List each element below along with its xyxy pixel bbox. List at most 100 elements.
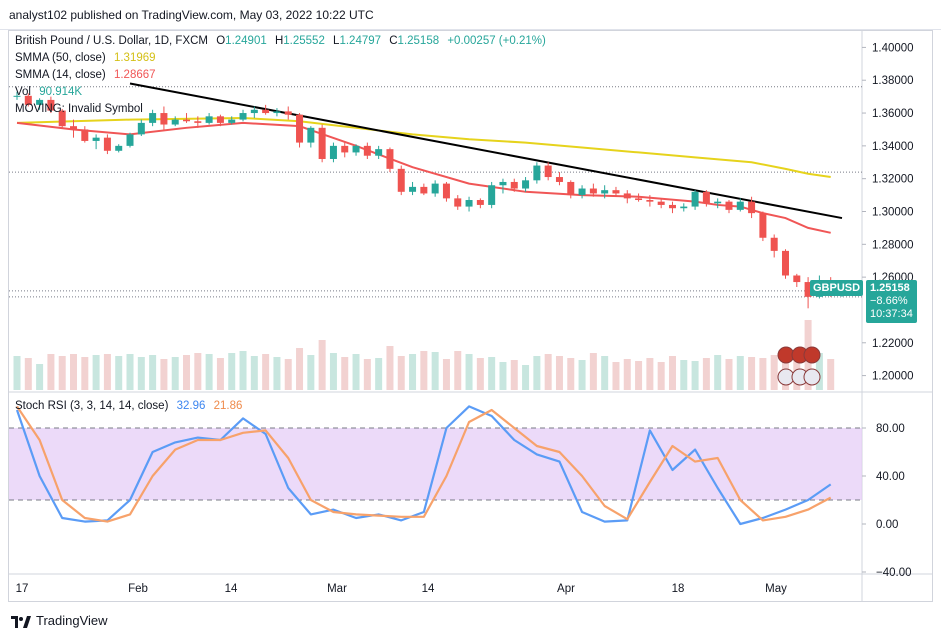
candle-body	[126, 134, 134, 146]
candle-body	[284, 111, 292, 115]
candle-body	[623, 193, 631, 199]
candle-body	[47, 99, 55, 111]
volume-bar	[205, 354, 213, 390]
symbol-price-tag: GBPUSD	[810, 280, 864, 296]
candle-body	[804, 282, 812, 297]
candle-body	[216, 116, 224, 123]
volume-bar	[510, 360, 518, 390]
smma14-value: 1.28667	[113, 69, 156, 81]
stoch-label: Stoch RSI (3, 3, 14, 14, close)	[15, 400, 169, 412]
volume-bar	[623, 359, 631, 390]
smma14-legend-row: SMMA (14, close) 1.28667	[15, 67, 546, 84]
candle-body	[635, 198, 643, 201]
chart-frame[interactable]	[8, 30, 933, 602]
candle-body	[714, 201, 722, 204]
volume-bar	[555, 356, 563, 390]
volume-bar	[567, 358, 575, 390]
volume-bar	[714, 355, 722, 390]
candle-body	[13, 95, 21, 97]
volume-bar	[216, 358, 224, 390]
candle-body	[160, 113, 168, 125]
volume-bar	[352, 354, 360, 390]
volume-bar	[454, 351, 462, 390]
candle-body	[442, 183, 450, 199]
volume-bar	[736, 356, 744, 390]
candle-body	[476, 200, 484, 205]
volume-bar	[228, 353, 236, 390]
candle-body	[239, 113, 247, 120]
ohlc-low: 1.24797	[339, 35, 382, 47]
candle-body	[205, 116, 213, 123]
candle-body	[194, 121, 202, 123]
price-tick-label: 1.28000	[872, 239, 914, 251]
volume-bar	[635, 361, 643, 390]
candle-body	[736, 201, 744, 210]
ohlc-open: 1.24901	[225, 35, 267, 47]
vol-legend-row: Vol 90.914K	[15, 84, 546, 101]
volume-bar	[544, 354, 552, 390]
candle-body	[363, 145, 371, 156]
us-flag-icon	[803, 368, 821, 386]
candle-body	[680, 206, 688, 209]
smma50-label: SMMA (50, close)	[15, 52, 106, 64]
moving-label: MOVING: Invalid Symbol	[15, 103, 143, 115]
price-tick-label: 1.36000	[872, 108, 914, 120]
volume-bar	[759, 358, 767, 390]
stoch-legend: Stoch RSI (3, 3, 14, 14, close) 32.96 21…	[15, 398, 242, 415]
volume-bar	[115, 356, 123, 390]
candle-body	[36, 99, 44, 105]
volume-bar	[36, 364, 44, 390]
candle-body	[499, 181, 507, 186]
volume-bar	[81, 357, 89, 390]
smma50-line	[16, 116, 831, 179]
time-tick-label: 14	[422, 583, 435, 595]
candle-body	[793, 275, 801, 283]
candle-body	[431, 183, 439, 194]
candle-body	[397, 168, 405, 192]
current-price: 1.25158	[870, 282, 910, 294]
volume-bar	[160, 359, 168, 390]
volume-bar	[680, 360, 688, 390]
candle-body	[691, 191, 699, 207]
candle-body	[341, 145, 349, 153]
vol-label: Vol	[15, 86, 31, 98]
volume-bar	[307, 355, 315, 390]
volume-bar	[250, 356, 258, 390]
volume-bar	[668, 356, 676, 390]
ohlc-o-label: O	[216, 35, 226, 47]
tradingview-logo-icon	[11, 615, 31, 628]
volume-bar	[476, 358, 484, 390]
candle-body	[725, 201, 733, 210]
ohlc-l-label: L	[333, 35, 340, 47]
volume-bar	[589, 353, 597, 390]
candle-body	[307, 127, 315, 143]
moving-legend-row: MOVING: Invalid Symbol	[15, 101, 546, 118]
candle-body	[375, 149, 383, 156]
volume-bar	[194, 353, 202, 390]
volume-bar	[748, 357, 756, 390]
symbol-legend-row: British Pound / U.S. Dollar, 1D, FXCM O1…	[15, 33, 546, 50]
candle-body	[420, 186, 428, 194]
publisher-line: analyst102 published on TradingView.com,…	[9, 8, 374, 22]
candle-body	[522, 180, 530, 189]
volume-bar	[24, 358, 32, 390]
volume-bar	[70, 354, 78, 390]
volume-bar	[341, 357, 349, 390]
candle-body	[567, 181, 575, 196]
volume-bar	[386, 346, 394, 390]
volume-bar	[262, 354, 270, 390]
stoch-tick-label: 40.00	[876, 471, 905, 483]
candle-body	[228, 119, 236, 123]
volume-bar	[58, 356, 66, 390]
candle-body	[137, 122, 145, 135]
stoch-tick-label: −40.00	[876, 567, 912, 579]
candle-body	[601, 190, 609, 194]
candle-body	[781, 250, 789, 276]
candle-body	[296, 114, 304, 143]
candle-body	[759, 213, 767, 238]
volume-bar	[488, 357, 496, 390]
volume-bar	[103, 354, 111, 390]
candle-body	[70, 126, 78, 130]
stoch-tick-label: 0.00	[876, 519, 898, 531]
